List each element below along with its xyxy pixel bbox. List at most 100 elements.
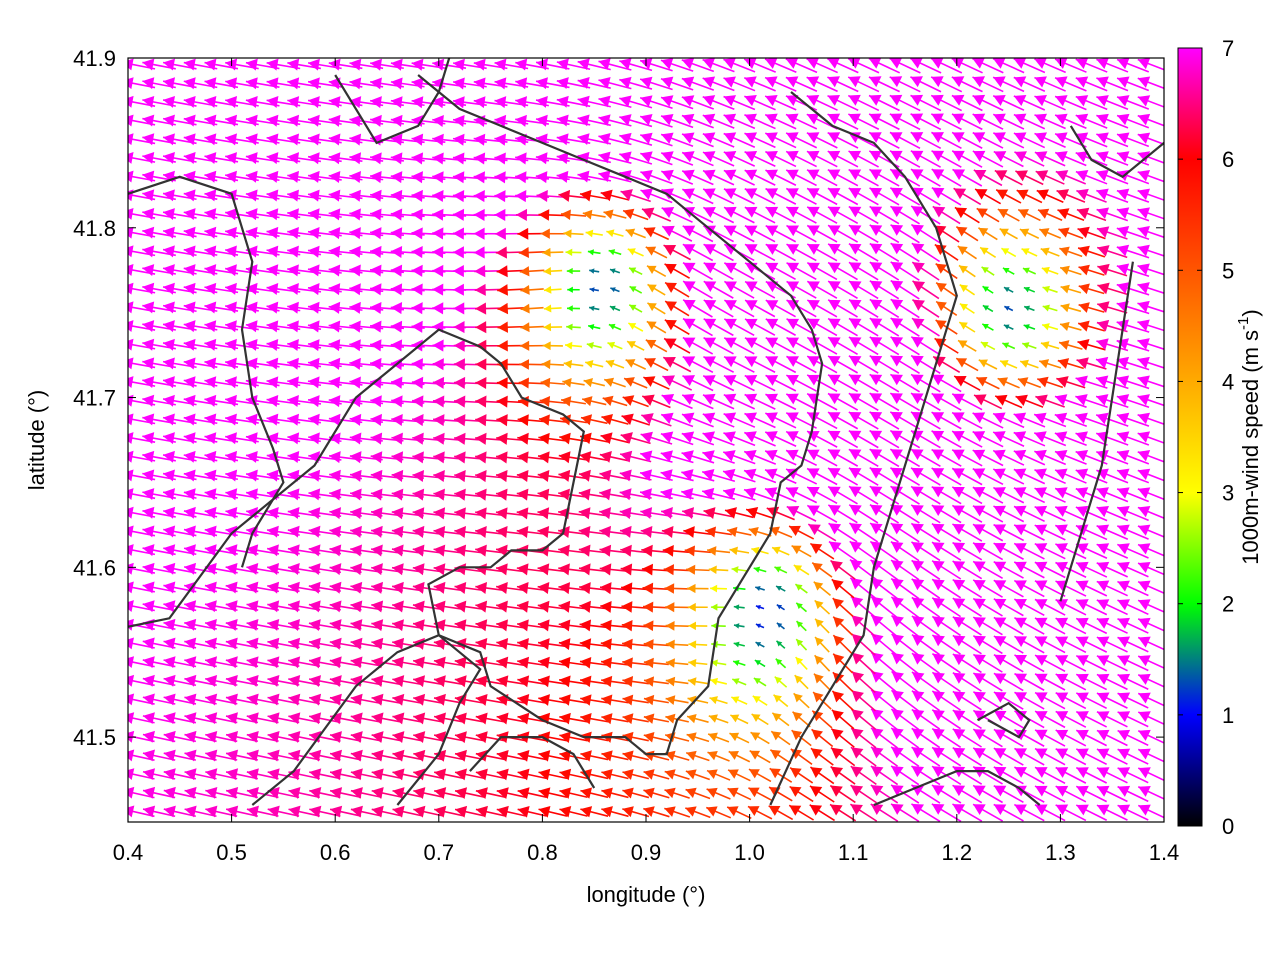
wind-vector <box>1017 377 1042 389</box>
wind-vector <box>579 638 609 651</box>
wind-vector <box>371 805 403 818</box>
wind-vector <box>749 750 771 764</box>
wind-vector <box>972 113 1004 130</box>
wind-vector <box>723 412 756 428</box>
wind-vector <box>517 787 547 799</box>
wind-vector <box>579 189 609 202</box>
x-tick-label: 1.3 <box>1045 840 1076 865</box>
wind-vector <box>496 637 527 650</box>
wind-vector <box>454 787 485 800</box>
wind-vector <box>329 787 362 799</box>
wind-vector <box>622 694 649 706</box>
wind-vector <box>685 806 711 819</box>
wind-vector <box>744 374 776 392</box>
wind-vector <box>1054 487 1087 503</box>
wind-vector <box>1013 505 1045 523</box>
wind-vector <box>993 542 1024 560</box>
wind-vector <box>128 805 155 818</box>
wind-vector <box>847 113 880 130</box>
wind-vector <box>454 731 485 744</box>
wind-vector <box>785 132 818 149</box>
wind-vector <box>1075 673 1108 691</box>
wind-vector <box>620 189 651 203</box>
wind-vector <box>309 749 341 762</box>
wind-vector <box>681 113 714 129</box>
wind-vector <box>1055 692 1087 710</box>
wind-vector <box>540 377 565 388</box>
wind-vector <box>935 300 958 316</box>
wind-vector <box>744 188 776 205</box>
wind-vector <box>1137 450 1164 463</box>
wind-vector <box>765 337 797 355</box>
wind-vector <box>538 694 568 706</box>
wind-vector <box>538 787 568 799</box>
wind-vector <box>643 713 670 724</box>
wind-vector <box>412 656 444 669</box>
wind-vector <box>952 653 982 674</box>
wind-vector <box>931 411 962 430</box>
wind-vector <box>1034 598 1066 616</box>
wind-vector <box>931 634 961 655</box>
wind-vector <box>589 268 600 274</box>
wind-vector <box>978 359 998 370</box>
wind-vector <box>953 375 981 391</box>
wind-vector <box>519 266 545 277</box>
wind-vector <box>350 637 383 650</box>
wind-vector <box>579 451 610 464</box>
wind-vector <box>664 319 690 336</box>
wind-vector <box>952 672 982 692</box>
wind-vector <box>774 676 788 688</box>
wind-vector <box>128 768 155 781</box>
wind-vector <box>744 169 776 186</box>
wind-vector <box>994 394 1023 409</box>
wind-vector <box>828 540 858 562</box>
wind-vector <box>931 168 962 187</box>
wind-vector <box>771 712 790 727</box>
wind-vector <box>267 749 300 762</box>
wind-vector <box>1055 598 1087 616</box>
wind-vector <box>827 392 859 411</box>
wind-vector <box>681 469 715 482</box>
wind-vector <box>433 619 465 632</box>
wind-vector <box>1034 151 1066 167</box>
wind-vector <box>1037 376 1064 389</box>
wind-vector <box>931 560 962 580</box>
wind-vector <box>726 806 752 820</box>
wind-vector <box>184 693 217 706</box>
wind-vector <box>910 205 941 225</box>
wind-vector <box>585 229 603 238</box>
wind-vector <box>628 304 643 313</box>
wind-vector <box>848 243 879 262</box>
wind-vector <box>661 393 693 410</box>
wind-vector <box>1021 248 1038 257</box>
wind-vector <box>454 675 486 688</box>
wind-vector <box>563 359 584 369</box>
wind-vector <box>827 448 859 467</box>
wind-vector <box>598 151 632 164</box>
colorbar-tick-label: 6 <box>1222 147 1234 172</box>
wind-vector <box>910 354 941 374</box>
wind-vector <box>952 616 982 636</box>
wind-vector <box>870 727 898 749</box>
wind-vector <box>889 411 921 430</box>
wind-vector <box>993 672 1024 692</box>
wind-vector <box>184 656 217 669</box>
wind-vector <box>1096 655 1128 672</box>
wind-vector <box>517 414 547 427</box>
wind-vector <box>586 342 602 349</box>
wind-vector <box>1033 412 1067 428</box>
wind-vector <box>807 523 837 542</box>
wind-vector <box>128 786 155 799</box>
wind-vector <box>744 206 776 224</box>
wind-vector <box>812 691 832 710</box>
wind-vector <box>786 262 817 281</box>
wind-vector <box>911 671 940 693</box>
wind-vector <box>267 712 300 725</box>
wind-vector <box>992 132 1025 149</box>
wind-vector <box>163 730 197 743</box>
wind-vector <box>1096 617 1128 634</box>
wind-vector <box>1014 766 1045 785</box>
wind-vector <box>246 768 279 781</box>
wind-vector <box>972 523 1004 542</box>
wind-vector <box>519 359 545 370</box>
